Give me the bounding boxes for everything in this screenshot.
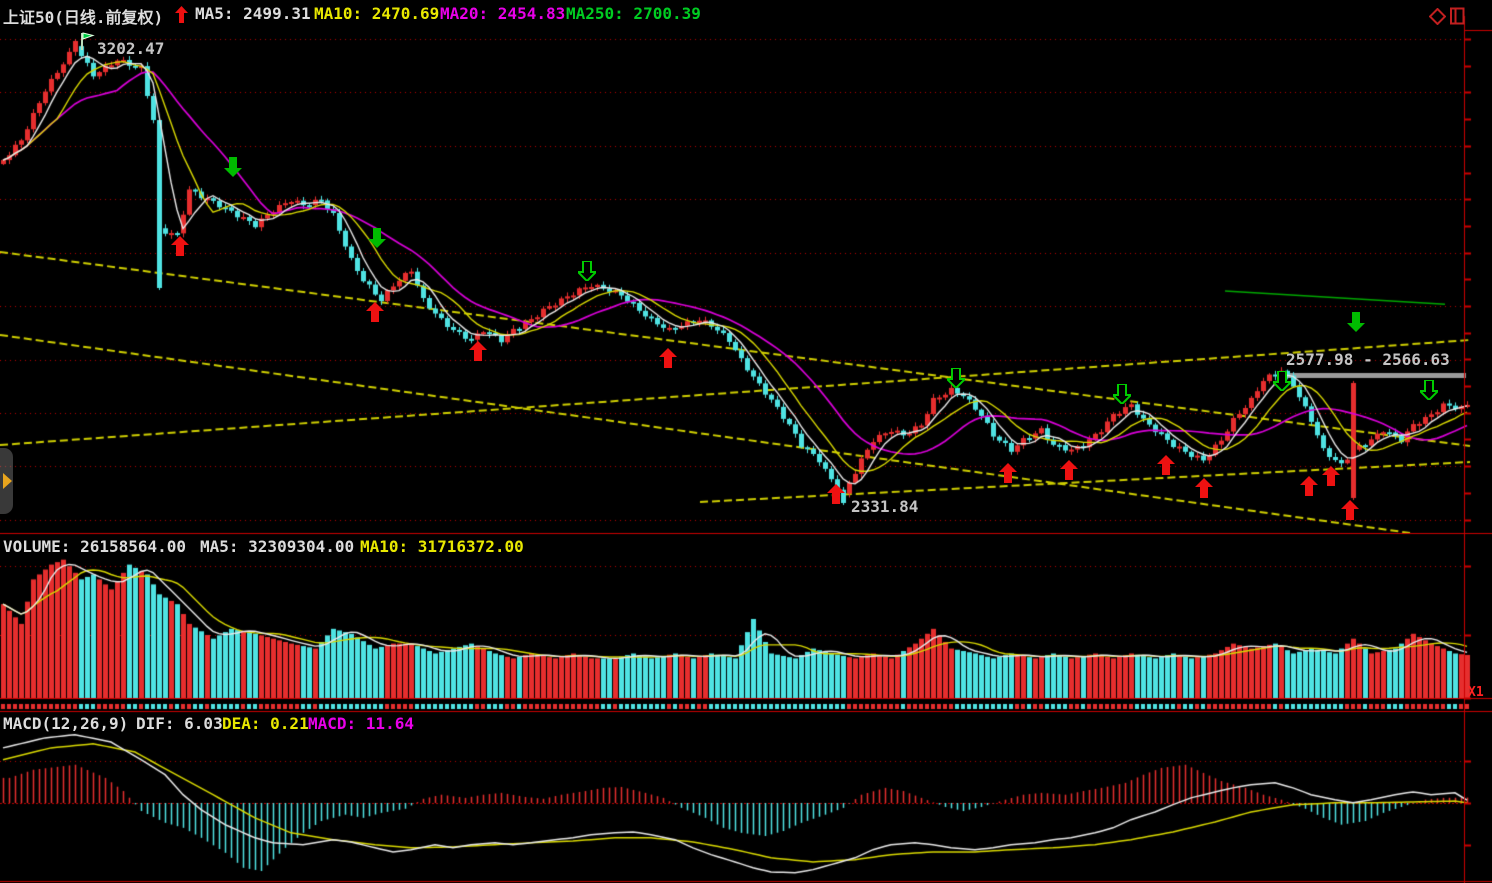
sidebar-slide-handle[interactable] — [0, 448, 13, 514]
buy-signal-arrow — [1322, 466, 1340, 486]
symbol-title: 上证50(日线.前复权) — [3, 8, 164, 27]
buy-signal-arrow — [1157, 455, 1175, 475]
buy-signal-arrow — [366, 302, 384, 322]
price-band-label: 2577.98 - 2566.63 — [1286, 350, 1450, 369]
ma5-value: MA5: 2499.31 — [195, 4, 311, 23]
buy-signal-arrow — [827, 484, 845, 504]
sell-signal-arrow — [368, 228, 386, 248]
ma10-value: MA10: 2470.69 — [314, 4, 440, 23]
ma20-value: MA20: 2454.83 — [440, 4, 566, 23]
buy-signal-arrow — [1300, 476, 1318, 496]
buy-signal-arrow — [999, 463, 1017, 483]
sell-signal-arrow — [224, 157, 242, 177]
macd-value: MACD: 11.64 — [308, 714, 414, 733]
up-arrow-icon — [175, 6, 188, 27]
volume-ma10-value: MA10: 31716372.00 — [360, 537, 524, 556]
buy-signal-arrow — [171, 236, 189, 256]
buy-signal-arrow — [1195, 478, 1213, 498]
sell-signal-arrow — [1347, 312, 1365, 332]
volume-ma5-value: MA5: 32309304.00 — [200, 537, 355, 556]
pane-scale-label: X1 — [1468, 685, 1484, 700]
diamond-icon[interactable] — [1428, 7, 1447, 29]
macd-indicator-name: MACD(12,26,9) — [3, 714, 129, 733]
flag-marker-icon — [79, 32, 95, 55]
sell-signal-hollow-arrow — [1113, 384, 1131, 404]
low-price-label: 2331.84 — [851, 497, 919, 516]
sell-signal-hollow-arrow — [947, 368, 965, 388]
sell-signal-hollow-arrow — [578, 261, 596, 281]
split-window-icon[interactable] — [1450, 7, 1465, 29]
buy-signal-arrow — [659, 348, 677, 368]
buy-signal-arrow — [469, 341, 487, 361]
peak-price-label: 3202.47 — [97, 39, 165, 58]
dea-value: DEA: 0.21 — [222, 714, 309, 733]
dif-value: DIF: 6.03 — [136, 714, 223, 733]
volume-value: VOLUME: 26158564.00 — [3, 537, 187, 556]
sell-signal-hollow-arrow — [1420, 380, 1438, 400]
sell-signal-hollow-arrow — [1273, 371, 1291, 391]
buy-signal-arrow — [1341, 500, 1359, 520]
ma250-value: MA250: 2700.39 — [566, 4, 701, 23]
expand-arrow-icon — [3, 473, 12, 489]
buy-signal-arrow — [1060, 460, 1078, 480]
